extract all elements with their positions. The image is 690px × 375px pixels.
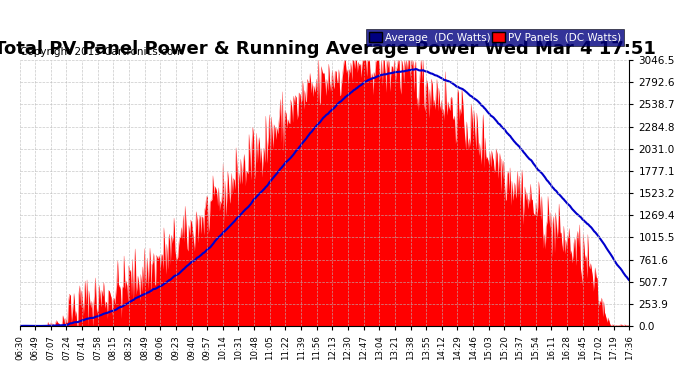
- Title: Total PV Panel Power & Running Average Power Wed Mar 4 17:51: Total PV Panel Power & Running Average P…: [0, 40, 656, 58]
- Text: Copyright 2015 Cartronics.com: Copyright 2015 Cartronics.com: [19, 47, 183, 57]
- Legend: Average  (DC Watts), PV Panels  (DC Watts): Average (DC Watts), PV Panels (DC Watts): [366, 29, 624, 46]
